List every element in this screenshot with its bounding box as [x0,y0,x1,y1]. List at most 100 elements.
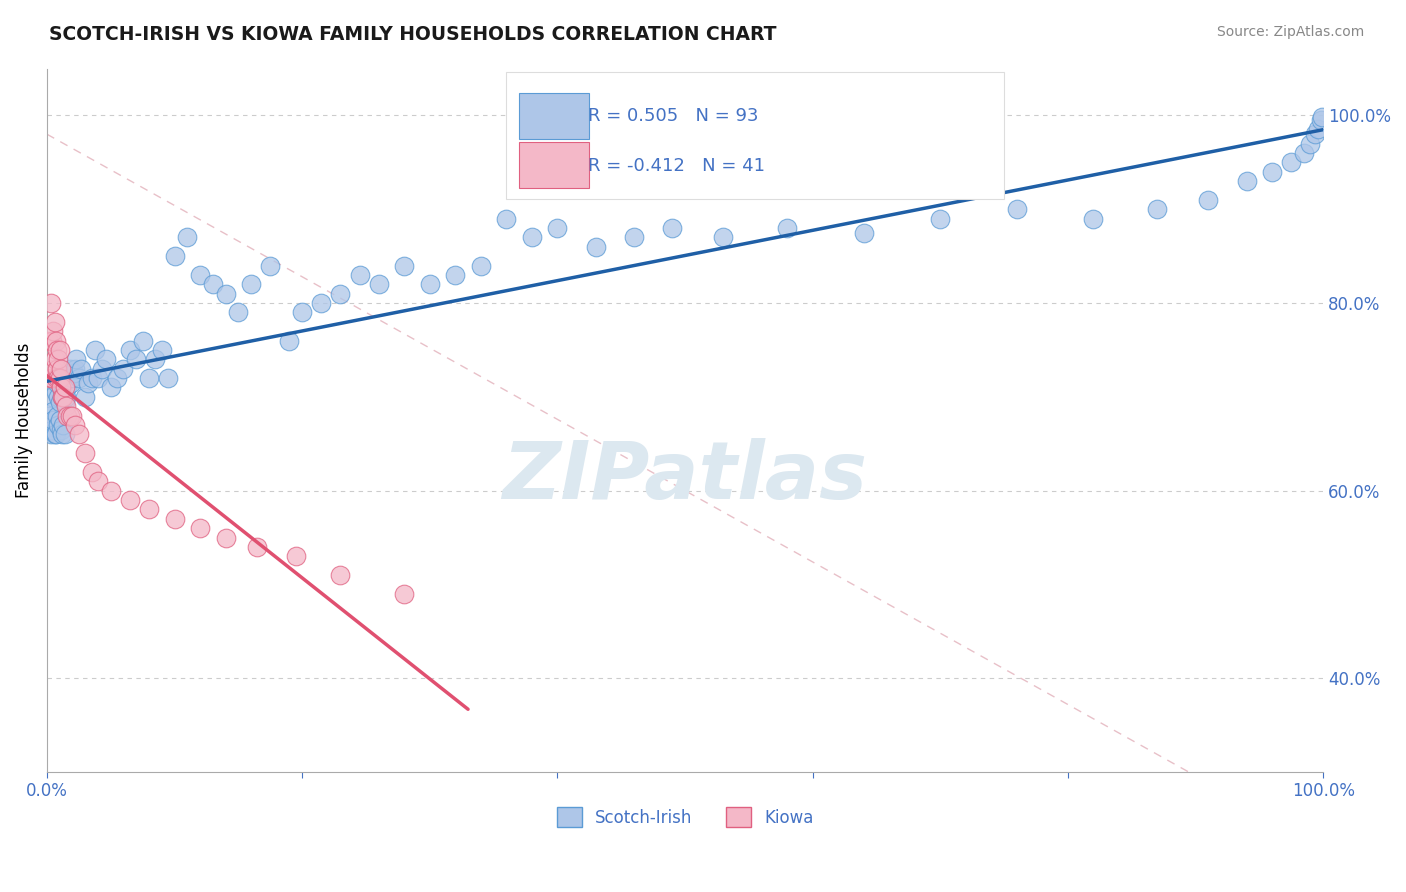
Point [62,409,84,423]
Point [1005,202,1028,217]
Point [55,399,77,413]
Point [49,380,72,394]
Point [157,371,180,385]
Point [240,277,263,292]
Point [49,361,72,376]
Legend: Scotch-Irish, Kiowa: Scotch-Irish, Kiowa [550,800,820,834]
Point [48,390,70,404]
Point [60,376,83,390]
Point [1261,164,1284,178]
Point [131,334,153,348]
Point [585,240,607,254]
FancyBboxPatch shape [519,93,589,139]
Point [46,361,69,376]
Point [1083,211,1105,226]
Point [48,371,70,385]
Point [1305,127,1327,141]
Point [138,371,160,385]
Point [349,268,371,282]
Point [394,259,416,273]
Point [53,427,76,442]
FancyBboxPatch shape [506,72,1004,199]
Point [42,413,65,427]
Point [118,493,141,508]
Point [90,361,112,376]
Point [929,211,952,226]
Point [53,394,76,409]
Point [188,521,211,535]
Point [75,390,97,404]
Point [63,417,86,432]
Point [46,409,69,423]
Point [163,512,186,526]
Point [48,413,70,427]
Point [291,305,314,319]
Point [44,352,66,367]
Point [87,475,110,489]
Point [214,531,236,545]
Point [1197,193,1219,207]
Point [1299,136,1322,151]
Point [394,587,416,601]
Point [56,380,79,394]
Point [329,286,352,301]
Point [52,385,75,400]
Point [52,417,75,432]
Point [201,277,224,292]
Text: SCOTCH-IRISH VS KIOWA FAMILY HOUSEHOLDS CORRELATION CHART: SCOTCH-IRISH VS KIOWA FAMILY HOUSEHOLDS … [49,25,776,44]
Point [329,568,352,582]
Point [125,352,148,367]
Text: ZIPatlas: ZIPatlas [502,438,868,516]
Y-axis label: Family Households: Family Households [15,343,32,498]
Point [63,361,86,376]
Point [1310,111,1333,125]
Point [1292,145,1315,160]
Point [45,385,67,400]
Point [59,409,82,423]
Point [52,390,75,404]
Point [46,343,69,357]
Point [100,380,122,394]
Text: Source: ZipAtlas.com: Source: ZipAtlas.com [1216,25,1364,39]
Point [39,427,62,442]
Point [852,226,875,240]
Point [105,371,128,385]
Point [48,371,70,385]
Point [80,465,103,479]
Point [59,361,82,376]
Point [65,352,87,367]
Point [41,390,63,404]
Point [55,390,77,404]
Point [38,334,60,348]
Text: R = 0.505   N = 93: R = 0.505 N = 93 [588,107,758,126]
Point [75,446,97,460]
Point [48,343,70,357]
Point [138,502,160,516]
Point [444,268,467,282]
Point [44,427,66,442]
Point [100,483,122,498]
Point [661,221,683,235]
Point [45,334,67,348]
Point [58,371,80,385]
Point [44,315,66,329]
Point [80,371,103,385]
Point [70,361,93,376]
Point [38,409,60,423]
Point [520,230,543,244]
Point [39,296,62,310]
Point [284,549,307,564]
Point [145,352,167,367]
Point [118,343,141,357]
Point [51,390,73,404]
Point [46,376,69,390]
Point [42,361,65,376]
Point [39,371,62,385]
Point [1236,174,1258,188]
Point [42,324,65,338]
Point [87,371,110,385]
Point [48,417,70,432]
Point [48,394,70,409]
Point [49,423,72,437]
Point [49,380,72,394]
